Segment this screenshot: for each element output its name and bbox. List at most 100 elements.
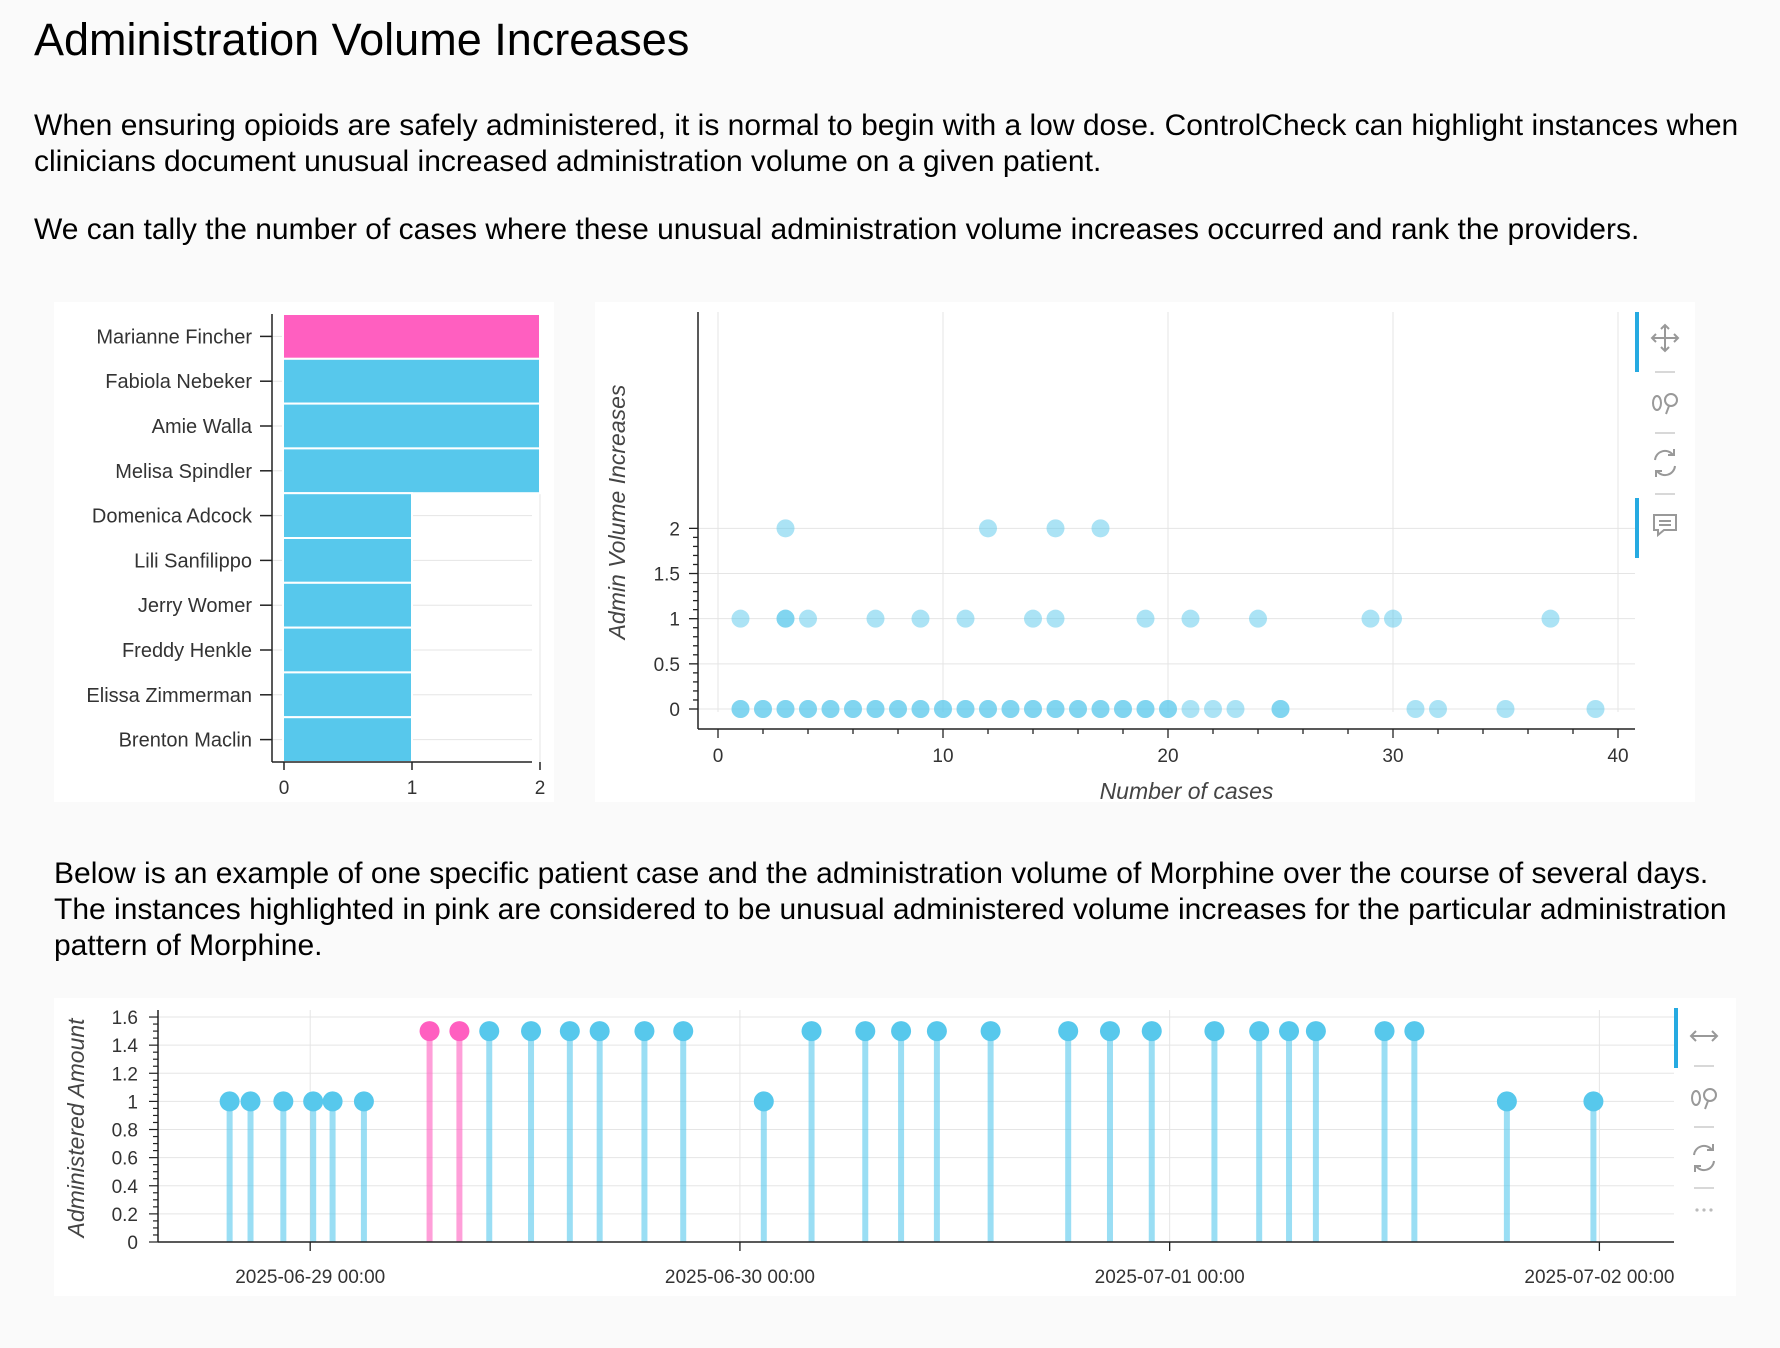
wheel-zoom-icon [1652,393,1678,415]
scatter-point [754,700,772,718]
stem-y-tick-label: 1.4 [112,1036,139,1057]
hover-bubble-shape [1653,514,1677,538]
hover-icon [1653,514,1677,538]
stem-point [1583,1091,1604,1112]
stem-point [559,1021,580,1042]
scatter-x-tick-label: 20 [1157,746,1178,767]
stem-y-tick-label: 1.2 [112,1064,138,1085]
pan-icon [1650,323,1680,353]
bar-category-label: Domenica Adcock [92,506,253,528]
bar [282,671,413,719]
bar-category-label: Melisa Spindler [115,461,252,483]
hover-tool-active-indicator [1635,498,1639,558]
reset-arrows-shape [1654,449,1676,477]
scatter-point [1046,609,1065,628]
pan-tool-active-indicator [1635,312,1639,372]
stem-point [303,1091,324,1112]
bar [282,581,413,629]
more-icon [1695,1208,1713,1212]
stem-y-tick-label: 0.8 [112,1121,138,1142]
stem-toolbar [1674,1008,1719,1212]
scatter-gridlines [698,312,1635,712]
scatter-point [1384,609,1402,628]
scatter-x-tick-label: 30 [1382,746,1403,767]
scatter-point [776,519,795,538]
stem-x-tick-label: 2025-06-30 00:00 [665,1267,815,1288]
scatter-point [1429,700,1447,718]
scatter-point [776,609,795,628]
stem-point [353,1091,374,1112]
example-paragraph: Below is an example of one specific pati… [54,857,1727,962]
bar-category-label: Elissa Zimmerman [86,685,252,707]
scatter-point [934,700,952,718]
scatter-point [1024,609,1042,628]
bar-x-tick-label: 1 [407,778,418,799]
stem-point [926,1021,947,1042]
xpan-arrows-shape [1689,1030,1719,1042]
scatter-point [1159,700,1177,718]
scatter-point [1001,700,1020,718]
scatter-y-tick-label: 1.5 [654,565,680,586]
stem-point [1374,1021,1395,1042]
zoom-lens-shape [1703,1088,1717,1102]
scatter-point [1181,700,1200,718]
scatter-point [844,700,862,718]
stem-point [589,1021,610,1042]
xpan-tool-active-indicator [1674,1008,1678,1068]
stem-point [801,1021,822,1042]
zoom-handle-shape [1665,405,1670,415]
wheel-zoom-icon [1691,1088,1717,1110]
bar [282,402,541,450]
stem-point [1404,1021,1425,1042]
stem-marks [219,1021,1604,1242]
stem-point [1141,1021,1162,1042]
provider-bar-chart: Marianne Fincher Fabiola Nebeker Amie Wall… [54,302,554,802]
stem-point [1279,1021,1300,1042]
scatter-point [1114,700,1132,718]
scatter-point [1069,700,1087,718]
x-pan-icon [1689,1030,1719,1042]
zoom-lens-shape [1664,393,1678,407]
scatter-point [1136,700,1155,718]
zoom-handle-shape [1704,1100,1709,1110]
stem-point [521,1021,542,1042]
stem-y-tick-label: 0.6 [112,1149,138,1170]
stem-y-tick-label: 0.2 [112,1205,138,1226]
scatter-point [1046,700,1065,718]
scatter-point [799,700,817,718]
stem-point [980,1021,1001,1042]
stem-point [1058,1021,1079,1042]
scatter-point [1024,700,1042,718]
scatter-point [1046,519,1065,538]
bar [282,492,413,539]
scatter-point [776,700,795,718]
stem-point [1305,1021,1326,1042]
scatter-y-axis-label: Admin Volume Increases [604,384,630,641]
scatter-y-tick-label: 1 [669,610,680,631]
wheel-shape [1691,1090,1701,1106]
stem-point [1204,1021,1225,1042]
unusual-stem-point [419,1021,440,1042]
stem-gridlines [158,1010,1674,1243]
bar [282,626,413,674]
scatter-point [731,609,750,628]
stem-x-tick-label: 2025-06-29 00:00 [235,1267,385,1288]
bar [282,537,413,584]
scatter-y-tick-label: 0 [669,700,680,721]
bar-category-label: Jerry Womer [138,595,252,617]
stem-chart-svg: 0 0.2 0.4 0.6 0.8 1 1.2 1.4 1.6 2025-06-29 00:00 2… [63,1008,1719,1288]
more-dot [1709,1208,1713,1212]
stem-y-tick-label: 0.4 [112,1177,139,1198]
more-dot [1695,1208,1699,1212]
scatter-point [979,700,997,718]
scatter-point [821,700,840,718]
stem-x-tick-label: 2025-07-01 00:00 [1095,1267,1245,1288]
scatter-point [1091,700,1110,718]
bar [282,313,541,360]
bar-category-label: Fabiola Nebeker [105,371,252,393]
stem-point [891,1021,912,1042]
bar [282,716,413,764]
bar [282,357,541,405]
scatter-point [1249,609,1267,628]
bar-x-tick-label: 0 [279,778,290,799]
